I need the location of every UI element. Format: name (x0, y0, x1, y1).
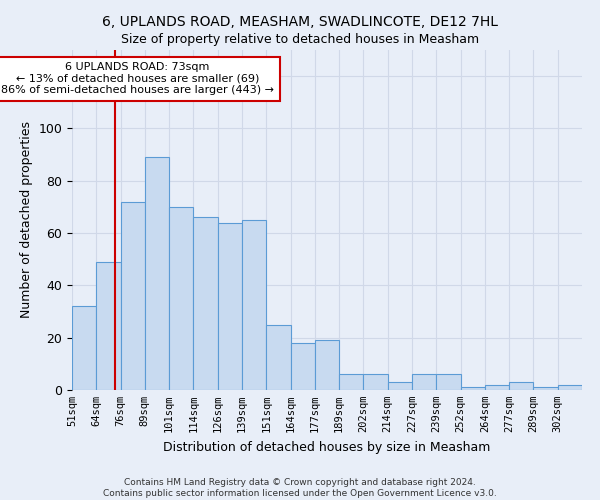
Bar (485, 385, 509, 390)
Bar (461, 388, 485, 390)
Bar (121, 202, 145, 390)
Bar (364, 374, 388, 390)
Bar (218, 222, 242, 390)
Bar (339, 374, 364, 390)
Bar (193, 218, 218, 390)
Text: 6 UPLANDS ROAD: 73sqm
← 13% of detached houses are smaller (69)
86% of semi-deta: 6 UPLANDS ROAD: 73sqm ← 13% of detached … (1, 62, 274, 96)
Bar (436, 374, 461, 390)
Bar (533, 388, 558, 390)
Bar (169, 207, 193, 390)
Bar (290, 343, 315, 390)
Bar (558, 385, 582, 390)
Bar (412, 374, 436, 390)
Bar (388, 382, 412, 390)
Bar (96, 262, 121, 390)
Bar (509, 382, 533, 390)
Bar (145, 157, 169, 390)
Text: Contains HM Land Registry data © Crown copyright and database right 2024.
Contai: Contains HM Land Registry data © Crown c… (103, 478, 497, 498)
Bar (242, 220, 266, 390)
Y-axis label: Number of detached properties: Number of detached properties (20, 122, 33, 318)
Text: 6, UPLANDS ROAD, MEASHAM, SWADLINCOTE, DE12 7HL: 6, UPLANDS ROAD, MEASHAM, SWADLINCOTE, D… (102, 15, 498, 29)
X-axis label: Distribution of detached houses by size in Measham: Distribution of detached houses by size … (163, 440, 491, 454)
Text: Size of property relative to detached houses in Measham: Size of property relative to detached ho… (121, 32, 479, 46)
Bar (266, 324, 290, 390)
Bar (315, 340, 339, 390)
Bar (72, 306, 96, 390)
